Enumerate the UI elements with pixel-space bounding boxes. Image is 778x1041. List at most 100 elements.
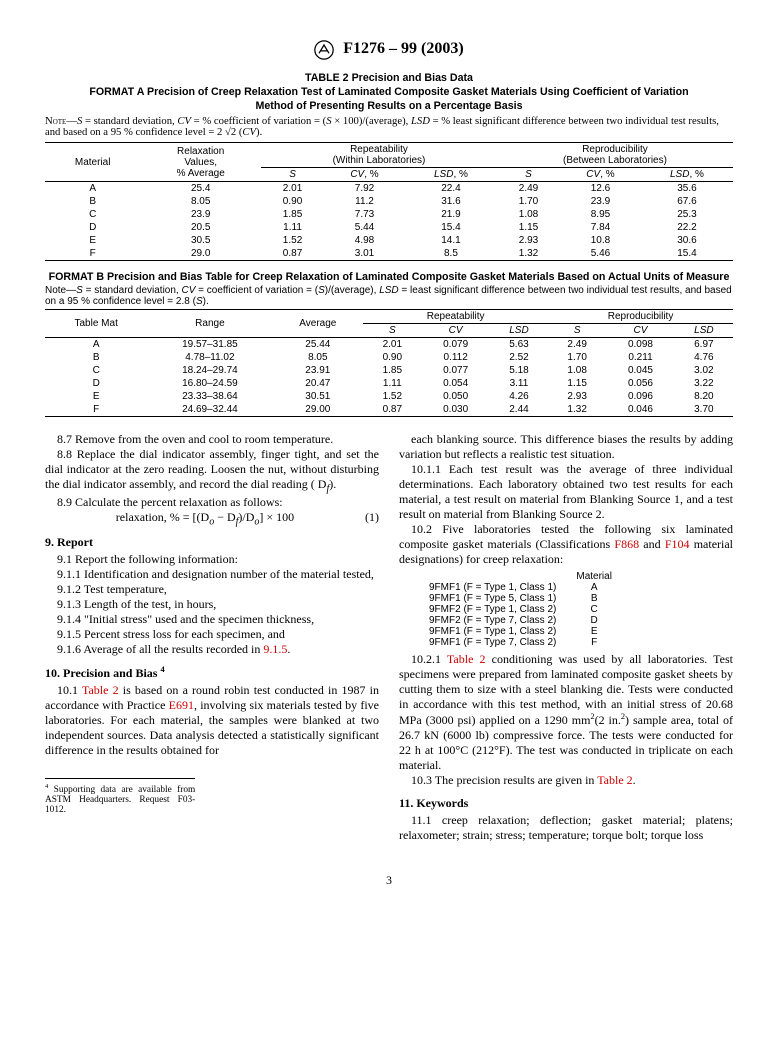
cell: 1.52	[261, 234, 324, 247]
format-b-title: FORMAT B Precision and Bias Table for Cr…	[45, 271, 733, 283]
cell: 11.2	[324, 195, 405, 208]
astm-logo-icon	[314, 40, 334, 60]
cell: 12.6	[560, 182, 641, 196]
cell: 0.050	[421, 390, 489, 403]
h11: 11. Keywords	[399, 796, 733, 811]
cell: 1.08	[497, 208, 560, 221]
mat-desc: 9FMF2 (F = Type 7, Class 2)	[419, 615, 566, 626]
cell: A	[45, 182, 140, 196]
cell: 0.054	[421, 377, 489, 390]
cell: 8.20	[675, 390, 733, 403]
cell: 2.01	[261, 182, 324, 196]
p91: 9.1 Report the following information:	[45, 552, 379, 567]
mat-desc: 9FMF1 (F = Type 7, Class 2)	[419, 637, 566, 648]
cell: 1.85	[363, 364, 421, 377]
cell: 0.112	[421, 351, 489, 364]
cell: 5.63	[490, 338, 548, 352]
cell: 24.69–32.44	[147, 403, 272, 417]
cell: D	[45, 377, 147, 390]
cell: 2.93	[497, 234, 560, 247]
table2-title: TABLE 2 Precision and Bias Data	[45, 72, 733, 84]
cell: 30.5	[140, 234, 261, 247]
cell: 8.05	[140, 195, 261, 208]
format-b-note: Note—S = standard deviation, CV = coeffi…	[45, 285, 733, 307]
cell: 0.87	[261, 247, 324, 261]
p87: 8.7 Remove from the oven and cool to roo…	[45, 432, 379, 447]
cell: 1.52	[363, 390, 421, 403]
format-a-note: Note—S = standard deviation, CV = % coef…	[45, 116, 733, 138]
cell: 0.056	[606, 377, 674, 390]
page-number: 3	[45, 873, 733, 888]
cell: 4.26	[490, 390, 548, 403]
mat-desc: 9FMF1 (F = Type 1, Class 1)	[419, 582, 566, 593]
cell: 7.73	[324, 208, 405, 221]
p102: 10.2 Five laboratories tested the follow…	[399, 522, 733, 567]
h10: 10. Precision and Bias 4	[45, 665, 379, 681]
page-header: F1276 – 99 (2003)	[45, 40, 733, 60]
cell: 3.01	[324, 247, 405, 261]
cell: 4.98	[324, 234, 405, 247]
cell: B	[45, 195, 140, 208]
cell: 7.84	[560, 221, 641, 234]
cell: 8.5	[405, 247, 497, 261]
cell: 2.01	[363, 338, 421, 352]
cell: 14.1	[405, 234, 497, 247]
cell: 23.33–38.64	[147, 390, 272, 403]
cell: 29.0	[140, 247, 261, 261]
cell: 30.6	[641, 234, 733, 247]
h9: 9. Report	[45, 535, 379, 550]
cell: A	[45, 338, 147, 352]
cell: 18.24–29.74	[147, 364, 272, 377]
cell: 19.57–31.85	[147, 338, 272, 352]
p103: 10.3 The precision results are given in …	[399, 773, 733, 788]
mat-id: F	[566, 637, 622, 648]
cell: 23.91	[272, 364, 363, 377]
p1021: 10.2.1 Table 2 conditioning was used by …	[399, 652, 733, 773]
cell: 1.70	[548, 351, 606, 364]
cell: 2.44	[490, 403, 548, 417]
p101d: each blanking source. This difference bi…	[399, 432, 733, 462]
cell: 0.077	[421, 364, 489, 377]
cell: B	[45, 351, 147, 364]
format-a-title: FORMAT A Precision of Creep Relaxation T…	[45, 86, 733, 98]
cell: 25.3	[641, 208, 733, 221]
cell: 0.045	[606, 364, 674, 377]
cell: 35.6	[641, 182, 733, 196]
cell: D	[45, 221, 140, 234]
cell: 8.05	[272, 351, 363, 364]
cell: F	[45, 403, 147, 417]
cell: 16.80–24.59	[147, 377, 272, 390]
p912: 9.1.2 Test temperature,	[45, 582, 379, 597]
mat-desc: 9FMF1 (F = Type 5, Class 1)	[419, 593, 566, 604]
cell: 22.2	[641, 221, 733, 234]
format-a-subtitle: Method of Presenting Results on a Percen…	[45, 100, 733, 112]
cell: 5.44	[324, 221, 405, 234]
cell: F	[45, 247, 140, 261]
cell: 2.49	[497, 182, 560, 196]
cell: 23.9	[140, 208, 261, 221]
p913: 9.1.3 Length of the test, in hours,	[45, 597, 379, 612]
body-columns: 8.7 Remove from the oven and cool to roo…	[45, 432, 733, 843]
p915: 9.1.5 Percent stress loss for each speci…	[45, 627, 379, 642]
cell: 31.6	[405, 195, 497, 208]
mat-id: E	[566, 626, 622, 637]
cell: 1.15	[548, 377, 606, 390]
cell: 0.046	[606, 403, 674, 417]
mat-id: C	[566, 604, 622, 615]
cell: 3.70	[675, 403, 733, 417]
cell: 3.02	[675, 364, 733, 377]
cell: 25.4	[140, 182, 261, 196]
cell: 1.11	[261, 221, 324, 234]
cell: E	[45, 390, 147, 403]
cell: 1.11	[363, 377, 421, 390]
standard-number: F1276 – 99 (2003)	[343, 40, 463, 58]
cell: 20.47	[272, 377, 363, 390]
cell: 1.85	[261, 208, 324, 221]
materials-table: Material 9FMF1 (F = Type 1, Class 1)A9FM…	[419, 571, 622, 648]
cell: 0.90	[261, 195, 324, 208]
format-a-table: MaterialRelaxationValues,% AverageRepeat…	[45, 142, 733, 261]
cell: E	[45, 234, 140, 247]
cell: 10.8	[560, 234, 641, 247]
cell: 1.32	[497, 247, 560, 261]
cell: 0.87	[363, 403, 421, 417]
